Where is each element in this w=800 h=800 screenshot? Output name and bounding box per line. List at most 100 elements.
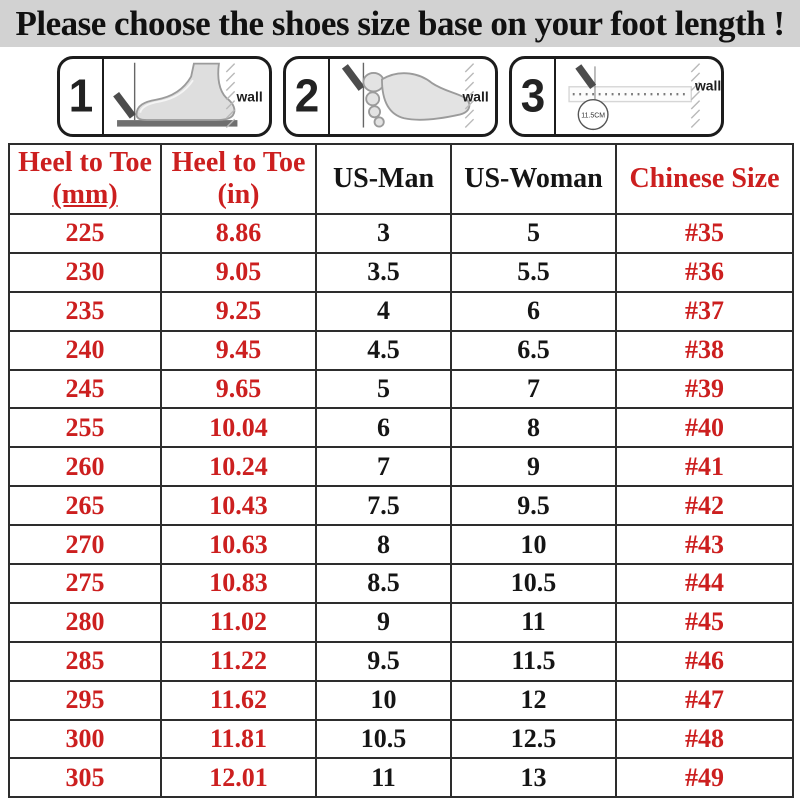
size-cell: 9.65 (160, 368, 317, 410)
size-cell: #38 (615, 329, 794, 371)
size-cell: 10.43 (160, 485, 317, 527)
table-row: 265 10.43 7.5 9.5 #42 (8, 485, 794, 527)
size-cell: 11.81 (160, 718, 317, 760)
table-row: 245 9.65 5 7 #39 (8, 368, 794, 410)
wall-label: wall (694, 77, 721, 93)
size-cell: 10.63 (160, 524, 317, 566)
table-row: 285 11.22 9.5 11.5 #46 (8, 640, 794, 682)
foot-side-view-icon: wall (104, 59, 269, 134)
table-row: 305 12.01 11 13 #49 (8, 757, 794, 799)
header-line1: US-Woman (464, 162, 603, 194)
size-cell: 9.45 (160, 329, 317, 371)
header-us-man: US-Man (315, 143, 452, 215)
size-cell: 240 (8, 329, 162, 371)
size-cell: #37 (615, 290, 794, 332)
size-cell: 10 (315, 679, 452, 721)
size-cell: 5 (315, 368, 452, 410)
size-cell: #44 (615, 563, 794, 604)
header-heel-to-toe-mm: Heel to Toe (mm) (8, 143, 162, 215)
size-cell: #45 (615, 601, 794, 643)
size-cell: 230 (8, 251, 162, 293)
header-chinese-size: Chinese Size (615, 143, 794, 215)
step-2-box: 2 wall (283, 56, 498, 137)
step-3-box: 3 11.5CM wall (509, 56, 724, 137)
wall-label: wall (462, 89, 489, 105)
size-cell: #39 (615, 368, 794, 410)
table-row: 235 9.25 4 6 #37 (8, 290, 794, 332)
size-cell: 4 (315, 290, 452, 332)
size-cell: 10.24 (160, 446, 317, 488)
size-cell: 5 (450, 213, 617, 254)
size-cell: 8 (450, 407, 617, 449)
table-row: 255 10.04 6 8 #40 (8, 407, 794, 449)
table-row: 230 9.05 3.5 5.5 #36 (8, 251, 794, 293)
size-cell: 11.5 (450, 640, 617, 682)
page-title: Please choose the shoes size base on you… (0, 0, 800, 47)
size-cell: 7.5 (315, 485, 452, 527)
size-cell: 11 (315, 757, 452, 799)
size-cell: 11.62 (160, 679, 317, 721)
table-row: 270 10.63 8 10 #43 (8, 524, 794, 566)
size-cell: 9 (315, 601, 452, 643)
size-cell: 7 (450, 368, 617, 410)
size-cell: 255 (8, 407, 162, 449)
table-row: 260 10.24 7 9 #41 (8, 446, 794, 488)
size-cell: 3 (315, 213, 452, 254)
size-cell: 6 (315, 407, 452, 449)
header-heel-to-toe-in: Heel to Toe (in) (160, 143, 317, 215)
measuring-steps: 1 wall 2 (0, 47, 800, 143)
size-cell: 8 (315, 524, 452, 566)
wall-label: wall (236, 89, 263, 105)
footprint-svg: wall (341, 62, 489, 129)
size-cell: 285 (8, 640, 162, 682)
size-cell: 6 (450, 290, 617, 332)
header-line2: (in) (217, 179, 260, 210)
size-cell: 9.5 (315, 640, 452, 682)
ruler-measure-svg: 11.5CM wall (568, 63, 721, 131)
table-row: 225 8.86 3 5 #35 (8, 213, 794, 254)
size-cell: 12.5 (450, 718, 617, 760)
size-cell: #35 (615, 213, 794, 254)
size-cell: 260 (8, 446, 162, 488)
size-cell: 265 (8, 485, 162, 527)
size-cell: #40 (615, 407, 794, 449)
size-conversion-table: Heel to Toe (mm) Heel to Toe (in) US-Man… (8, 143, 794, 799)
size-cell: 8.86 (160, 213, 317, 254)
table-row: 275 10.83 8.5 10.5 #44 (8, 563, 794, 604)
size-cell: 12.01 (160, 757, 317, 799)
header-us-woman: US-Woman (450, 143, 617, 215)
size-cell: 10.04 (160, 407, 317, 449)
size-cell: #36 (615, 251, 794, 293)
size-cell: 5.5 (450, 251, 617, 293)
step-1-number: 1 (60, 59, 104, 134)
step-2-number: 2 (286, 59, 330, 134)
table-row: 280 11.02 9 11 #45 (8, 601, 794, 643)
size-cell: 9.25 (160, 290, 317, 332)
size-cell: 7 (315, 446, 452, 488)
table-row: 240 9.45 4.5 6.5 #38 (8, 329, 794, 371)
size-cell: 11 (450, 601, 617, 643)
size-cell: #48 (615, 718, 794, 760)
size-cell: 280 (8, 601, 162, 643)
step-1-box: 1 wall (57, 56, 272, 137)
header-line2: (mm) (52, 179, 118, 210)
table-row: 295 11.62 10 12 #47 (8, 679, 794, 721)
size-cell: 245 (8, 368, 162, 410)
size-cell: 270 (8, 524, 162, 566)
size-cell: 10.5 (315, 718, 452, 760)
size-cell: #47 (615, 679, 794, 721)
header-row: Heel to Toe (mm) Heel to Toe (in) US-Man… (8, 143, 794, 215)
size-cell: 295 (8, 679, 162, 721)
size-cell: 275 (8, 563, 162, 604)
size-cell: 305 (8, 757, 162, 799)
size-cell: 10.5 (450, 563, 617, 604)
size-table-body: 225 8.86 3 5 #35 230 9.05 3.5 5.5 #36 235 9.25 4 6 #37… (8, 213, 794, 799)
size-cell: 11.02 (160, 601, 317, 643)
size-cell: 4.5 (315, 329, 452, 371)
footprint-icon: wall (330, 59, 495, 134)
size-cell: 9.05 (160, 251, 317, 293)
table-row: 300 11.81 10.5 12.5 #48 (8, 718, 794, 760)
foot-side-view-svg: wall (113, 62, 263, 129)
size-cell: 225 (8, 213, 162, 254)
measure-value-label: 11.5CM (581, 112, 605, 119)
